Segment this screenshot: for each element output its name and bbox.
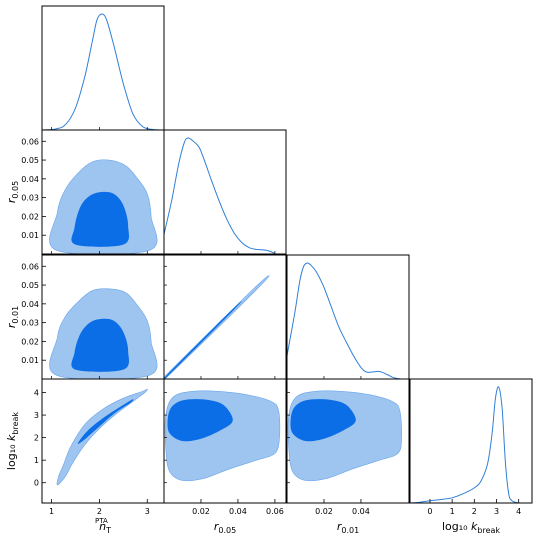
contour-nT-logk [56,388,148,486]
marginal-r001-line [287,262,402,379]
y-tick-label: 0.03 [21,194,39,203]
y-tick-label: 0.04 [21,300,39,309]
contour-nT-r005 [49,159,158,254]
y-tick-label: 0.02 [21,212,39,221]
contour-68-region [290,399,356,442]
contour-nT-r001 [49,288,158,379]
x-axis-label-nT: nTPTA [95,517,111,535]
y-tick-label: 0.04 [21,175,39,184]
y-tick-label: 0.03 [21,319,39,328]
contour-68-region [71,191,130,247]
x-tick-label: 2 [472,507,477,516]
panel-frame-3-0 [41,378,165,504]
y-axis-label-logk: log₁₀ kbreak [5,412,20,470]
x-axis-label-logk: log₁₀ kbreak [442,520,500,535]
y-tick-label: 2 [34,434,39,443]
contour-r005-logk [164,390,281,482]
x-tick-label: 0 [427,507,432,516]
y-tick-label: 1 [34,456,39,465]
contour-68-region [77,399,134,444]
x-tick-label: 4 [516,507,521,516]
y-tick-label: 0.06 [21,137,39,146]
panel-frame-3-3 [409,378,533,504]
y-axis-label-r001: r0.01 [5,306,20,328]
marginal-logk-line [410,386,519,503]
y-tick-label: 0.01 [21,356,39,365]
x-tick-label: 0.06 [266,507,284,516]
contour-68-region [167,399,233,442]
y-tick-label: 0.06 [21,262,39,271]
y-tick-label: 3 [34,411,39,420]
contour-r005-r001 [164,275,270,379]
contour-95-region [56,388,148,486]
contour-68-region [71,318,130,372]
panel-frame-3-2 [286,378,410,504]
marginal-nT-line [42,13,164,130]
x-tick-label: 1 [49,507,54,516]
y-tick-label: 0.05 [21,281,39,290]
contour-r001-logk [287,390,402,482]
contour-68-region [164,301,242,379]
x-tick-label: 0.02 [315,507,333,516]
x-axis-label-r005: r0.05 [214,520,236,535]
x-tick-label: 0.04 [352,507,370,516]
x-tick-label: 1 [450,507,455,516]
y-tick-label: 0 [34,479,39,488]
x-tick-label: 0.02 [192,507,210,516]
y-tick-label: 0.05 [21,156,39,165]
y-tick-label: 4 [34,389,39,398]
x-tick-label: 3 [145,507,150,516]
y-tick-label: 0.02 [21,337,39,346]
x-tick-label: 3 [494,507,499,516]
y-axis-label-r005: r0.05 [5,181,20,203]
x-axis-label-r001: r0.01 [337,520,359,535]
y-tick-label: 0.01 [21,231,39,240]
x-tick-label: 2 [97,507,102,516]
x-tick-label: 0.04 [229,507,247,516]
panel-frame-1-1 [163,129,287,255]
marginal-r005-line [164,137,276,254]
panel-frame-0-0 [41,5,165,131]
panel-frame-3-1 [163,378,287,504]
panel-frame-2-2 [286,254,410,380]
